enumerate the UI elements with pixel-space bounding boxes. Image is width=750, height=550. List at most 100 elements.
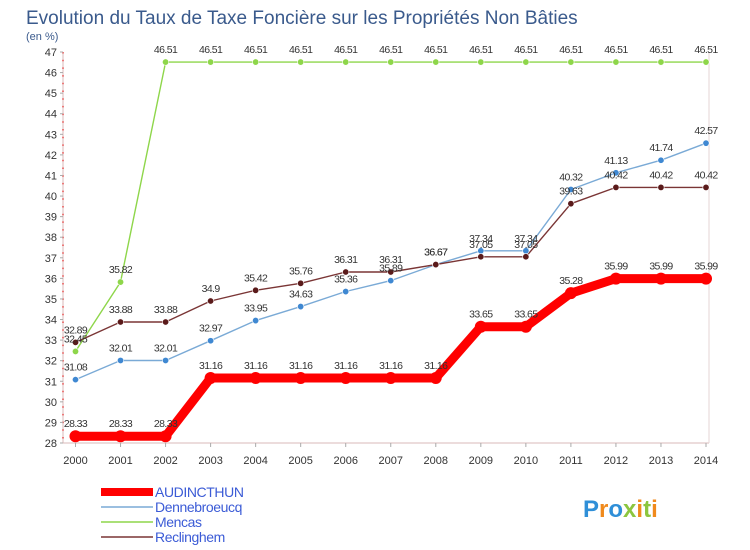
data-point-mencas xyxy=(342,58,350,66)
x-tick-label: 2007 xyxy=(379,455,403,467)
data-label-reclinghem: 40.42 xyxy=(649,169,673,181)
y-tick-label: 37 xyxy=(45,253,57,265)
data-label-reclinghem: 34.9 xyxy=(202,283,221,295)
data-label-dennebroeucq: 32.97 xyxy=(199,323,223,335)
data-point-mencas xyxy=(657,58,665,66)
logo-letter: i xyxy=(636,496,643,523)
axes: 28 29 30 31 32 33 34 35 36 37 38 39 40 41 42 43 44 45 46 47… xyxy=(45,47,718,467)
data-label-dennebroeucq: 34.63 xyxy=(289,289,313,301)
data-label-audincthun: 31.16 xyxy=(199,360,223,372)
data-label-reclinghem: 33.88 xyxy=(109,304,133,316)
data-label-reclinghem: 35.42 xyxy=(244,272,268,284)
data-point-dennebroeucq xyxy=(207,337,215,345)
data-label-audincthun: 31.16 xyxy=(289,360,313,372)
data-point-audincthun xyxy=(249,371,262,384)
data-label-mencas: 46.51 xyxy=(379,44,403,56)
legend-label-dennebroeucq: Dennebroeucq xyxy=(155,499,242,515)
data-point-dennebroeucq xyxy=(342,288,350,296)
data-point-dennebroeucq xyxy=(117,356,125,364)
x-tick-label: 2004 xyxy=(243,455,267,467)
y-tick-label: 28 xyxy=(45,438,57,450)
data-point-reclinghem xyxy=(252,286,260,294)
data-label-audincthun: 35.99 xyxy=(649,261,673,273)
data-label-dennebroeucq: 42.57 xyxy=(694,125,718,137)
y-tick-label: 32 xyxy=(45,356,57,368)
data-label-audincthun: 33.65 xyxy=(469,309,493,321)
data-point-dennebroeucq xyxy=(657,156,665,164)
data-point-reclinghem xyxy=(702,183,710,191)
data-point-audincthun xyxy=(564,287,577,300)
series-points xyxy=(69,58,712,443)
logo-letter: t xyxy=(643,496,651,523)
data-point-reclinghem xyxy=(657,183,665,191)
data-point-audincthun xyxy=(519,320,532,333)
data-point-audincthun xyxy=(114,430,127,443)
x-tick-label: 2005 xyxy=(288,455,312,467)
data-point-mencas xyxy=(207,58,215,66)
data-point-mencas xyxy=(702,58,710,66)
data-label-mencas: 35.82 xyxy=(109,264,133,276)
data-point-reclinghem xyxy=(567,200,575,208)
chart-title: Evolution du Taux de Taxe Foncière sur l… xyxy=(26,8,578,29)
logo-letter: r xyxy=(599,496,608,523)
data-label-reclinghem: 36.31 xyxy=(379,254,403,266)
data-point-mencas xyxy=(567,58,575,66)
data-point-audincthun xyxy=(654,272,667,285)
data-label-mencas: 46.51 xyxy=(559,44,583,56)
data-point-mencas xyxy=(162,58,170,66)
y-tick-label: 36 xyxy=(45,273,57,285)
y-tick-label: 41 xyxy=(45,170,57,182)
proxiti-logo: Proxiti xyxy=(583,496,658,523)
data-point-reclinghem xyxy=(72,338,80,346)
data-label-audincthun: 31.16 xyxy=(244,360,268,372)
data-point-reclinghem xyxy=(477,253,485,261)
data-label-reclinghem: 40.42 xyxy=(694,169,718,181)
data-point-audincthun xyxy=(69,430,82,443)
data-label-mencas: 46.51 xyxy=(649,44,673,56)
y-tick-label: 34 xyxy=(45,315,57,327)
data-label-dennebroeucq: 36.67 xyxy=(424,247,448,259)
data-point-audincthun xyxy=(474,320,487,333)
data-label-dennebroeucq: 40.32 xyxy=(559,171,583,183)
logo-letter: o xyxy=(608,496,623,523)
data-point-reclinghem xyxy=(612,183,620,191)
data-label-mencas: 46.51 xyxy=(334,44,358,56)
data-point-audincthun xyxy=(429,371,442,384)
data-point-mencas xyxy=(387,58,395,66)
data-point-audincthun xyxy=(294,371,307,384)
data-label-dennebroeucq: 37.34 xyxy=(469,233,493,245)
y-tick-label: 29 xyxy=(45,417,57,429)
x-tick-label: 2001 xyxy=(108,455,132,467)
data-point-mencas xyxy=(432,58,440,66)
data-point-dennebroeucq xyxy=(612,169,620,177)
data-label-mencas: 46.51 xyxy=(154,44,178,56)
data-label-mencas: 46.51 xyxy=(244,44,268,56)
x-tick-label: 2009 xyxy=(469,455,493,467)
x-tick-label: 2003 xyxy=(198,455,222,467)
legend-label-mencas: Mencas xyxy=(155,514,202,530)
data-label-audincthun: 33.65 xyxy=(514,309,538,321)
data-label-reclinghem: 40.42 xyxy=(604,169,628,181)
data-label-dennebroeucq: 41.13 xyxy=(604,155,628,167)
data-label-mencas: 32.45 xyxy=(64,333,88,345)
data-label-audincthun: 28.33 xyxy=(64,418,88,430)
data-label-audincthun: 35.99 xyxy=(604,261,628,273)
data-label-mencas: 46.51 xyxy=(199,44,223,56)
data-label-dennebroeucq: 35.89 xyxy=(379,263,403,275)
data-point-mencas xyxy=(297,58,305,66)
data-label-dennebroeucq: 32.01 xyxy=(109,342,133,354)
y-tick-label: 43 xyxy=(45,129,57,141)
data-label-reclinghem: 33.88 xyxy=(154,304,178,316)
data-label-mencas: 46.51 xyxy=(424,44,448,56)
data-point-mencas xyxy=(117,278,125,286)
y-tick-label: 39 xyxy=(45,212,57,224)
data-point-mencas xyxy=(72,347,80,355)
data-label-mencas: 46.51 xyxy=(289,44,313,56)
x-tick-label: 2002 xyxy=(153,455,177,467)
y-tick-label: 30 xyxy=(45,397,57,409)
data-point-reclinghem xyxy=(432,261,440,269)
data-label-mencas: 46.51 xyxy=(514,44,538,56)
y-tick-label: 40 xyxy=(45,191,57,203)
logo-letter: P xyxy=(583,496,599,523)
